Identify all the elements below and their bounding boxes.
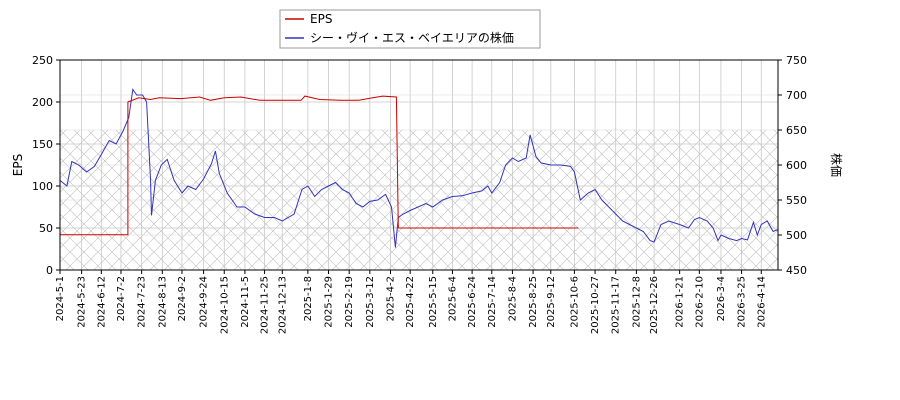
x-tick-label: 2024-9-2 [177,276,188,321]
x-tick-label: 2024-10-15 [219,276,230,334]
legend-box [279,9,541,49]
x-tick-label: 2024-11-5 [240,276,251,328]
x-tick-label: 2025-12-26 [649,276,660,334]
y-tick-label-left: 200 [32,96,53,109]
y-tick-label-right: 600 [786,159,807,172]
x-tick-label: 2025-4-2 [385,276,396,321]
x-tick-label: 2025-8-25 [528,276,539,328]
x-tick-label: 2024-11-25 [260,276,271,334]
x-tick-label: 2026-3-4 [716,276,727,321]
y-tick-label-right: 450 [786,264,807,277]
x-tick-label: 2025-10-27 [590,276,601,334]
x-tick-label: 2026-3-25 [737,276,748,328]
x-tick-label: 2024-8-13 [157,276,168,328]
eps-line [60,95,579,236]
x-tick-label: 2025-9-12 [546,276,557,328]
y-tick-label-left: 100 [32,180,53,193]
x-tick-label: 2025-3-12 [365,276,376,328]
legend-label-eps: EPS [310,12,332,26]
x-tick-label: 2024-5-1 [55,276,66,321]
x-tick-label: 2024-6-12 [96,276,107,328]
x-tick-label: 2025-11-17 [611,276,622,334]
y-tick-label-left: 250 [32,54,53,67]
x-tick-label: 2025-1-8 [303,276,314,321]
x-tick-label: 2026-2-10 [694,276,705,328]
x-tick-label: 2024-5-23 [77,276,88,328]
x-tick-label: 2025-2-19 [344,276,355,328]
y-axis-label-left: EPS [11,154,25,176]
y-tick-label-left: 50 [39,222,53,235]
y-tick-label-right: 700 [786,89,807,102]
x-tick-label: 2025-6-4 [447,276,458,321]
x-tick-label: 2024-7-2 [116,276,127,321]
y-tick-label-left: 150 [32,138,53,151]
y-tick-label-right: 500 [786,229,807,242]
x-tick-label: 2025-4-22 [405,276,416,328]
y-axis-label-right: 株価 [829,153,844,177]
x-tick-label: 2025-5-15 [428,276,439,328]
x-tick-label: 2024-12-13 [277,276,288,334]
legend-label-price: シー・ヴイ・エス・ベイエリアの株価 [310,30,514,45]
x-tick-label: 2026-1-21 [675,276,686,328]
x-tick-label: 2024-7-23 [137,276,148,328]
y-tick-label-right: 650 [786,124,807,137]
y-tick-label-right: 750 [786,54,807,67]
price-line [59,88,779,248]
x-tick-label: 2025-12-8 [631,276,642,328]
x-tick-label: 2024-9-24 [199,276,210,328]
x-tick-label: 2025-6-24 [467,276,478,328]
y-tick-label-left: 0 [46,264,53,277]
legend: EPS シー・ヴイ・エス・ベイエリアの株価 [279,9,541,49]
x-tick-label: 2026-4-14 [756,276,767,328]
x-tick-label: 2025-1-29 [324,276,335,328]
y-tick-label-right: 550 [786,194,807,207]
x-tick-label: 2025-10-6 [569,276,580,328]
x-tick-label: 2025-8-4 [507,276,518,321]
x-tick-label: 2025-7-14 [487,276,498,328]
